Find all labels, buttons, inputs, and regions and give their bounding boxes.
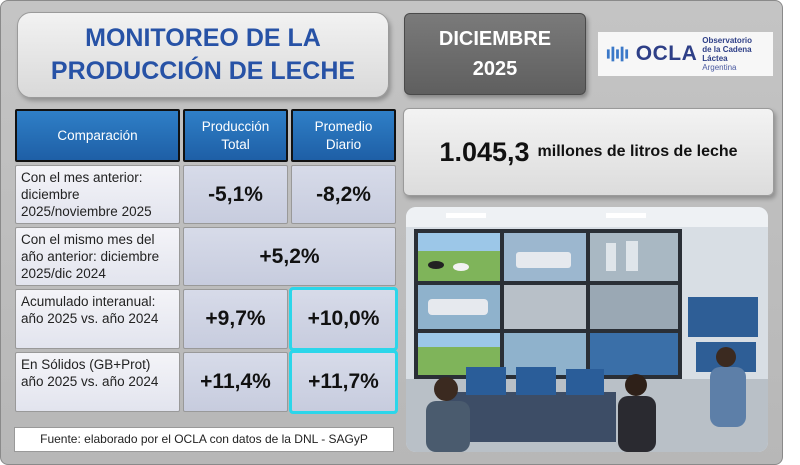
logo-subtitle-line-2: de la Cadena Láctea — [702, 45, 752, 63]
volume-unit: millones de litros de leche — [537, 143, 738, 160]
logo-subtitle-line-3: Argentina — [702, 63, 737, 72]
logo-name: OCLA — [635, 42, 698, 65]
period-month: DICIEMBRE — [438, 28, 552, 50]
table-row: Con el mismo mes del año anterior: dicie… — [15, 227, 396, 286]
logo-subtitle-line-1: Observatorio — [702, 36, 753, 45]
value-total: -5,1% — [183, 165, 288, 224]
logo-subtitle: Observatorio de la Cadena Láctea Argenti… — [702, 36, 773, 72]
title-line-2: PRODUCCIÓN DE LECHE — [50, 57, 356, 85]
value-daily-highlighted: +11,7% — [289, 350, 398, 414]
value-total: +11,4% — [183, 352, 288, 412]
title-line-1: MONITOREO DE LA — [85, 24, 321, 52]
value-daily-highlighted: +10,0% — [289, 287, 398, 351]
milk-wave-icon — [606, 46, 629, 62]
period-box: DICIEMBRE 2025 — [404, 13, 586, 95]
table-row: Acumulado interanual: año 2025 vs. año 2… — [15, 287, 398, 351]
value-daily: -8,2% — [291, 165, 396, 224]
value-combined: +5,2% — [183, 227, 396, 286]
row-label: En Sólidos (GB+Prot) año 2025 vs. año 20… — [15, 352, 180, 412]
comparison-table: Comparación Producción Total Promedio Di… — [12, 106, 399, 415]
value-total: +9,7% — [183, 289, 288, 349]
source-note: Fuente: elaborado por el OCLA con datos … — [14, 427, 394, 452]
period-year: 2025 — [472, 58, 518, 80]
row-label: Acumulado interanual: año 2025 vs. año 2… — [15, 289, 180, 349]
header-comparison: Comparación — [15, 109, 180, 162]
volume-box: 1.045,3 millones de litros de leche — [403, 108, 774, 196]
row-label: Con el mes anterior: diciembre 2025/novi… — [15, 165, 180, 224]
header-total: Producción Total — [183, 109, 288, 162]
control-room-illustration — [406, 207, 768, 452]
row-label: Con el mismo mes del año anterior: dicie… — [15, 227, 180, 286]
title-box: MONITOREO DE LA PRODUCCIÓN DE LECHE — [17, 12, 389, 98]
table-header-row: Comparación Producción Total Promedio Di… — [15, 109, 396, 162]
control-room-photo — [406, 207, 768, 452]
volume-value: 1.045,3 — [439, 136, 530, 167]
table-row: En Sólidos (GB+Prot) año 2025 vs. año 20… — [15, 350, 398, 414]
header-daily: Promedio Diario — [291, 109, 396, 162]
ocla-logo: OCLA Observatorio de la Cadena Láctea Ar… — [598, 32, 773, 76]
table-row: Con el mes anterior: diciembre 2025/novi… — [15, 165, 396, 224]
